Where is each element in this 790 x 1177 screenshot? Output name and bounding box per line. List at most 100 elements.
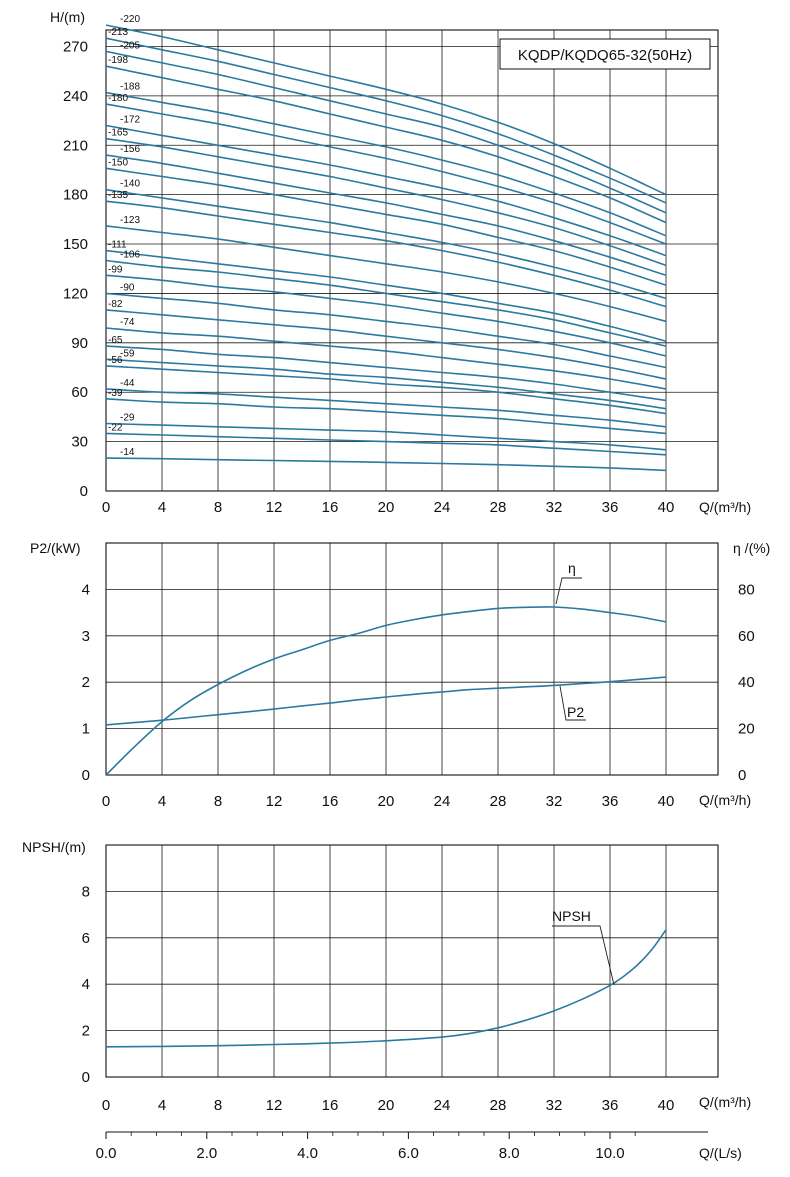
efficiency-y-tick: 20 <box>738 721 755 738</box>
head-curve-150 <box>105 167 667 286</box>
eta-leader-line <box>555 577 582 605</box>
power-chart-grid <box>106 543 718 775</box>
npsh-chart-frame <box>105 844 719 1078</box>
head-curve-39 <box>105 398 667 435</box>
head-curve-label: -99 <box>108 264 123 275</box>
power-x-tick-labels: 0 4 8 12 16 20 24 28 32 36 40 <box>102 793 675 810</box>
p2-series-label: P2 <box>567 704 584 720</box>
head-x-tick-labels: 0 4 8 12 16 20 24 28 32 36 40 <box>102 499 675 516</box>
head-curve-label: -106 <box>120 250 140 261</box>
head-curve-labels: -220 -213 -205 -198 -188-180 -172 -165 -156 -150… <box>108 14 140 458</box>
ls-tick-label: 2.0 <box>196 1145 217 1162</box>
head-y-axis-label: H/(m) <box>50 9 85 25</box>
power-y-tick: 0 <box>82 767 90 784</box>
npsh-x-tick: 40 <box>658 1097 675 1114</box>
head-curve-label: -198 <box>108 55 128 66</box>
power-y-tick-labels: 0 1 2 3 4 <box>82 581 90 784</box>
head-y-tick: 60 <box>71 384 88 401</box>
head-y-tick: 150 <box>63 236 88 253</box>
head-curve-56 <box>105 365 667 415</box>
head-x-axis-label: Q/(m³/h) <box>699 499 751 515</box>
power-chart-frame <box>105 542 719 776</box>
head-y-tick-labels: 0 30 60 90 120 150 180 210 240 270 <box>63 38 88 500</box>
head-curve-140 <box>105 188 667 300</box>
head-curve-label: -111 <box>108 240 127 251</box>
head-curve-65 <box>105 345 667 402</box>
head-curve-29 <box>105 422 667 451</box>
npsh-x-tick: 20 <box>378 1097 395 1114</box>
head-curve-180 <box>105 103 667 245</box>
head-x-tick: 12 <box>266 499 283 516</box>
eta-series-label: η <box>568 560 576 576</box>
power-y-tick: 1 <box>82 721 90 738</box>
efficiency-y-tick: 40 <box>738 674 755 691</box>
npsh-x-tick: 24 <box>434 1097 451 1114</box>
head-y-tick: 180 <box>63 187 88 204</box>
head-curve-label: -156 <box>120 144 140 155</box>
npsh-y-tick: 8 <box>82 883 90 900</box>
npsh-x-tick: 32 <box>546 1097 563 1114</box>
head-curve-90 <box>105 292 667 369</box>
head-curves <box>105 24 667 472</box>
ls-axis-label: Q/(L/s) <box>699 1145 742 1161</box>
head-chart: -220-213-205-198-188-180-172-165-156-150… <box>50 9 751 516</box>
head-x-tick: 36 <box>602 499 619 516</box>
head-curve-label: -22 <box>108 422 123 433</box>
power-x-tick: 28 <box>490 793 507 810</box>
head-x-tick: 28 <box>490 499 507 516</box>
npsh-leader-line <box>552 925 615 986</box>
npsh-chart-grid <box>106 845 718 1077</box>
head-x-tick: 20 <box>378 499 395 516</box>
npsh-x-axis-label: Q/(m³/h) <box>699 1094 751 1110</box>
curve-eta <box>105 606 667 776</box>
head-x-tick: 4 <box>158 499 166 516</box>
head-curve-label: -165 <box>108 128 128 139</box>
npsh-y-tick: 6 <box>82 930 90 947</box>
head-x-tick: 8 <box>214 499 222 516</box>
head-curve-156 <box>105 154 667 277</box>
head-x-tick: 16 <box>322 499 339 516</box>
curve-npsh <box>105 929 667 1048</box>
head-curve-label: -205 <box>120 40 140 51</box>
npsh-x-tick: 4 <box>158 1097 166 1114</box>
head-curve-label: -188 <box>120 82 140 93</box>
efficiency-y-axis-label: η /(%) <box>733 540 770 556</box>
head-curve-74 <box>105 327 667 390</box>
head-curve-44 <box>105 388 667 428</box>
ls-tick-label: 0.0 <box>96 1145 117 1162</box>
ls-tick-label: 8.0 <box>499 1145 520 1162</box>
efficiency-y-tick-labels: 0 20 40 60 80 <box>738 581 755 784</box>
npsh-series-label: NPSH <box>552 908 591 924</box>
npsh-x-tick-labels: 0 4 8 12 16 20 24 28 32 36 40 <box>102 1097 675 1114</box>
power-x-tick: 12 <box>266 793 283 810</box>
head-curve-label: -90 <box>120 282 135 293</box>
power-x-tick: 24 <box>434 793 451 810</box>
head-curve-99 <box>105 274 667 357</box>
head-curve-label: -74 <box>120 317 135 328</box>
power-x-tick: 4 <box>158 793 166 810</box>
head-curve-106 <box>105 259 667 347</box>
efficiency-y-tick: 60 <box>738 628 755 645</box>
ls-tick-label: 10.0 <box>595 1145 624 1162</box>
ls-tick-label: 6.0 <box>398 1145 419 1162</box>
power-x-axis-label: Q/(m³/h) <box>699 792 751 808</box>
power-y-axis-label: P2/(kW) <box>30 540 81 556</box>
head-curve-label: -29 <box>120 412 135 423</box>
head-curve-135 <box>105 200 667 308</box>
npsh-x-tick: 36 <box>602 1097 619 1114</box>
power-y-tick: 3 <box>82 628 90 645</box>
head-curve-59 <box>105 358 667 410</box>
head-curve-188 <box>105 91 667 237</box>
head-curve-label: -220 <box>120 14 140 25</box>
head-y-tick: 120 <box>63 285 88 302</box>
power-x-tick: 0 <box>102 793 110 810</box>
npsh-x-tick: 0 <box>102 1097 110 1114</box>
efficiency-y-tick: 80 <box>738 581 755 598</box>
power-y-tick: 4 <box>82 581 90 598</box>
npsh-x-tick: 12 <box>266 1097 283 1114</box>
head-curve-label: -65 <box>108 335 123 346</box>
head-curve-220 <box>105 24 667 196</box>
power-efficiency-curves <box>105 606 667 776</box>
